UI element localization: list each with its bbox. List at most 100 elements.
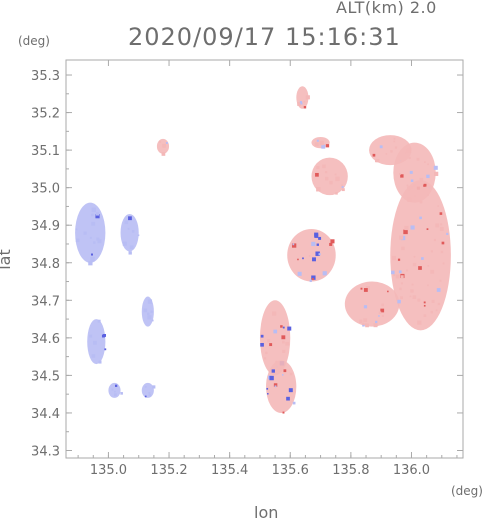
echo-speck	[273, 383, 278, 387]
echo-speck	[430, 250, 433, 253]
echo-speck	[267, 339, 271, 343]
echo-speck	[282, 411, 285, 414]
echo-speck	[311, 275, 316, 280]
echo-speck	[98, 360, 102, 364]
echo-speck	[115, 384, 118, 387]
echo-speck	[419, 216, 422, 220]
echo-speck	[409, 170, 413, 174]
echo-speck	[120, 392, 123, 395]
echo-speck	[433, 165, 438, 170]
echo-speck	[269, 343, 273, 347]
y-tick-label: 35.1	[31, 144, 60, 159]
echo-speck	[385, 153, 388, 155]
echo-speck	[280, 325, 283, 328]
echo-speck	[90, 256, 95, 262]
echo-speck	[406, 184, 409, 187]
echo-speck	[439, 212, 443, 215]
echo-speck	[282, 349, 286, 353]
echo-speck	[147, 312, 150, 316]
echo-speck	[404, 152, 407, 154]
echo-speck	[312, 257, 316, 262]
echo-speck	[410, 186, 413, 189]
echo-speck	[416, 157, 420, 161]
echo-region	[369, 135, 412, 166]
echo-speck	[373, 323, 378, 328]
echo-speck	[311, 241, 316, 247]
echo-speck	[381, 303, 384, 307]
x-tick-label: 135.0	[90, 463, 127, 478]
echo-speck	[297, 258, 299, 261]
echo-speck	[128, 216, 132, 221]
echo-region	[390, 180, 451, 331]
echo-speck	[403, 229, 408, 235]
echo-speck	[359, 319, 363, 323]
echo-speck	[406, 148, 412, 153]
echo-speck	[407, 197, 412, 202]
echo-speck	[431, 299, 435, 303]
echo-speck	[398, 270, 402, 274]
echo-speck	[378, 315, 380, 317]
echo-speck	[404, 225, 409, 231]
echo-speck	[322, 271, 327, 276]
echo-speck	[413, 255, 416, 258]
echo-speck	[319, 140, 324, 146]
echo-region	[266, 360, 297, 413]
echo-region	[141, 382, 154, 398]
echo-speck	[439, 279, 442, 282]
echo-speck	[289, 372, 293, 376]
echo-speck	[283, 369, 287, 373]
echo-speck	[437, 302, 441, 306]
echo-speck	[269, 375, 274, 381]
echo-speck	[263, 357, 267, 360]
echo-speck	[426, 228, 429, 231]
echo-speck	[297, 102, 301, 106]
echo-speck	[316, 187, 321, 192]
echo-speck	[435, 223, 440, 228]
x-tick-label: 135.8	[332, 463, 369, 478]
echo-speck	[400, 174, 404, 178]
echo-speck	[423, 314, 427, 317]
echo-speck	[410, 179, 414, 182]
echo-speck	[334, 173, 337, 176]
echo-speck	[387, 290, 389, 293]
echo-speck	[318, 236, 322, 240]
echo-speck	[421, 257, 424, 260]
x-tick-label: 135.2	[150, 463, 187, 478]
echo-speck	[288, 388, 293, 393]
echo-speck	[418, 266, 422, 270]
x-axis: 135.0 135.2 135.4 135.6 135.8 136.0	[77, 60, 458, 478]
echo-speck	[165, 142, 168, 144]
echo-speck	[90, 253, 93, 256]
echo-speck	[266, 387, 269, 390]
echo-speck	[314, 234, 319, 238]
echo-speck	[309, 279, 312, 283]
echo-speck	[274, 385, 277, 388]
echo-speck	[376, 159, 380, 163]
echo-speck	[148, 394, 151, 397]
echo-speck	[93, 241, 96, 244]
echo-speck	[440, 223, 443, 226]
echo-speck	[424, 161, 426, 163]
echo-speck	[300, 102, 303, 105]
echo-speck	[395, 274, 400, 279]
echo-speck	[409, 295, 412, 298]
echo-speck	[375, 320, 378, 324]
echo-speck	[159, 140, 162, 143]
echo-speck	[147, 299, 153, 304]
echo-speck	[430, 269, 435, 274]
echo-speck	[324, 171, 328, 174]
echo-speck	[423, 183, 427, 187]
echo-speck	[411, 283, 414, 286]
echo-speck	[316, 243, 319, 246]
echo-speck	[324, 176, 329, 181]
echo-speck	[285, 341, 290, 346]
echo-speck	[260, 334, 264, 338]
echo-speck	[302, 257, 304, 260]
echo-speck	[281, 374, 284, 376]
echo-speck	[341, 188, 345, 192]
echo-speck	[273, 329, 278, 334]
echo-speck	[95, 214, 100, 219]
echo-speck	[89, 236, 92, 239]
echo-speck	[124, 220, 129, 225]
echo-speck	[378, 311, 382, 314]
